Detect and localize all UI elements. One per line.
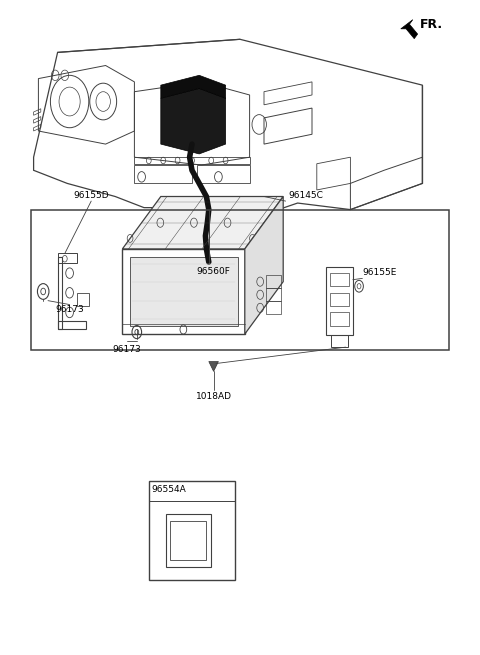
Polygon shape <box>245 196 283 334</box>
Bar <box>166 514 211 567</box>
Text: 96173: 96173 <box>113 345 142 354</box>
Text: 1018AD: 1018AD <box>196 392 231 401</box>
Text: 96560F: 96560F <box>197 267 230 276</box>
Polygon shape <box>161 88 226 154</box>
Bar <box>31 210 449 350</box>
Polygon shape <box>122 196 283 249</box>
Polygon shape <box>130 257 238 326</box>
Bar <box>170 521 206 560</box>
Text: 96155D: 96155D <box>73 191 109 200</box>
Polygon shape <box>209 362 218 371</box>
Polygon shape <box>401 20 418 39</box>
Text: FR.: FR. <box>420 18 443 31</box>
Bar <box>149 481 235 580</box>
Text: 96155E: 96155E <box>362 268 397 277</box>
Text: 96173: 96173 <box>55 305 84 314</box>
Text: 96145C: 96145C <box>288 191 323 200</box>
Text: 96554A: 96554A <box>151 485 186 494</box>
Polygon shape <box>161 75 226 98</box>
